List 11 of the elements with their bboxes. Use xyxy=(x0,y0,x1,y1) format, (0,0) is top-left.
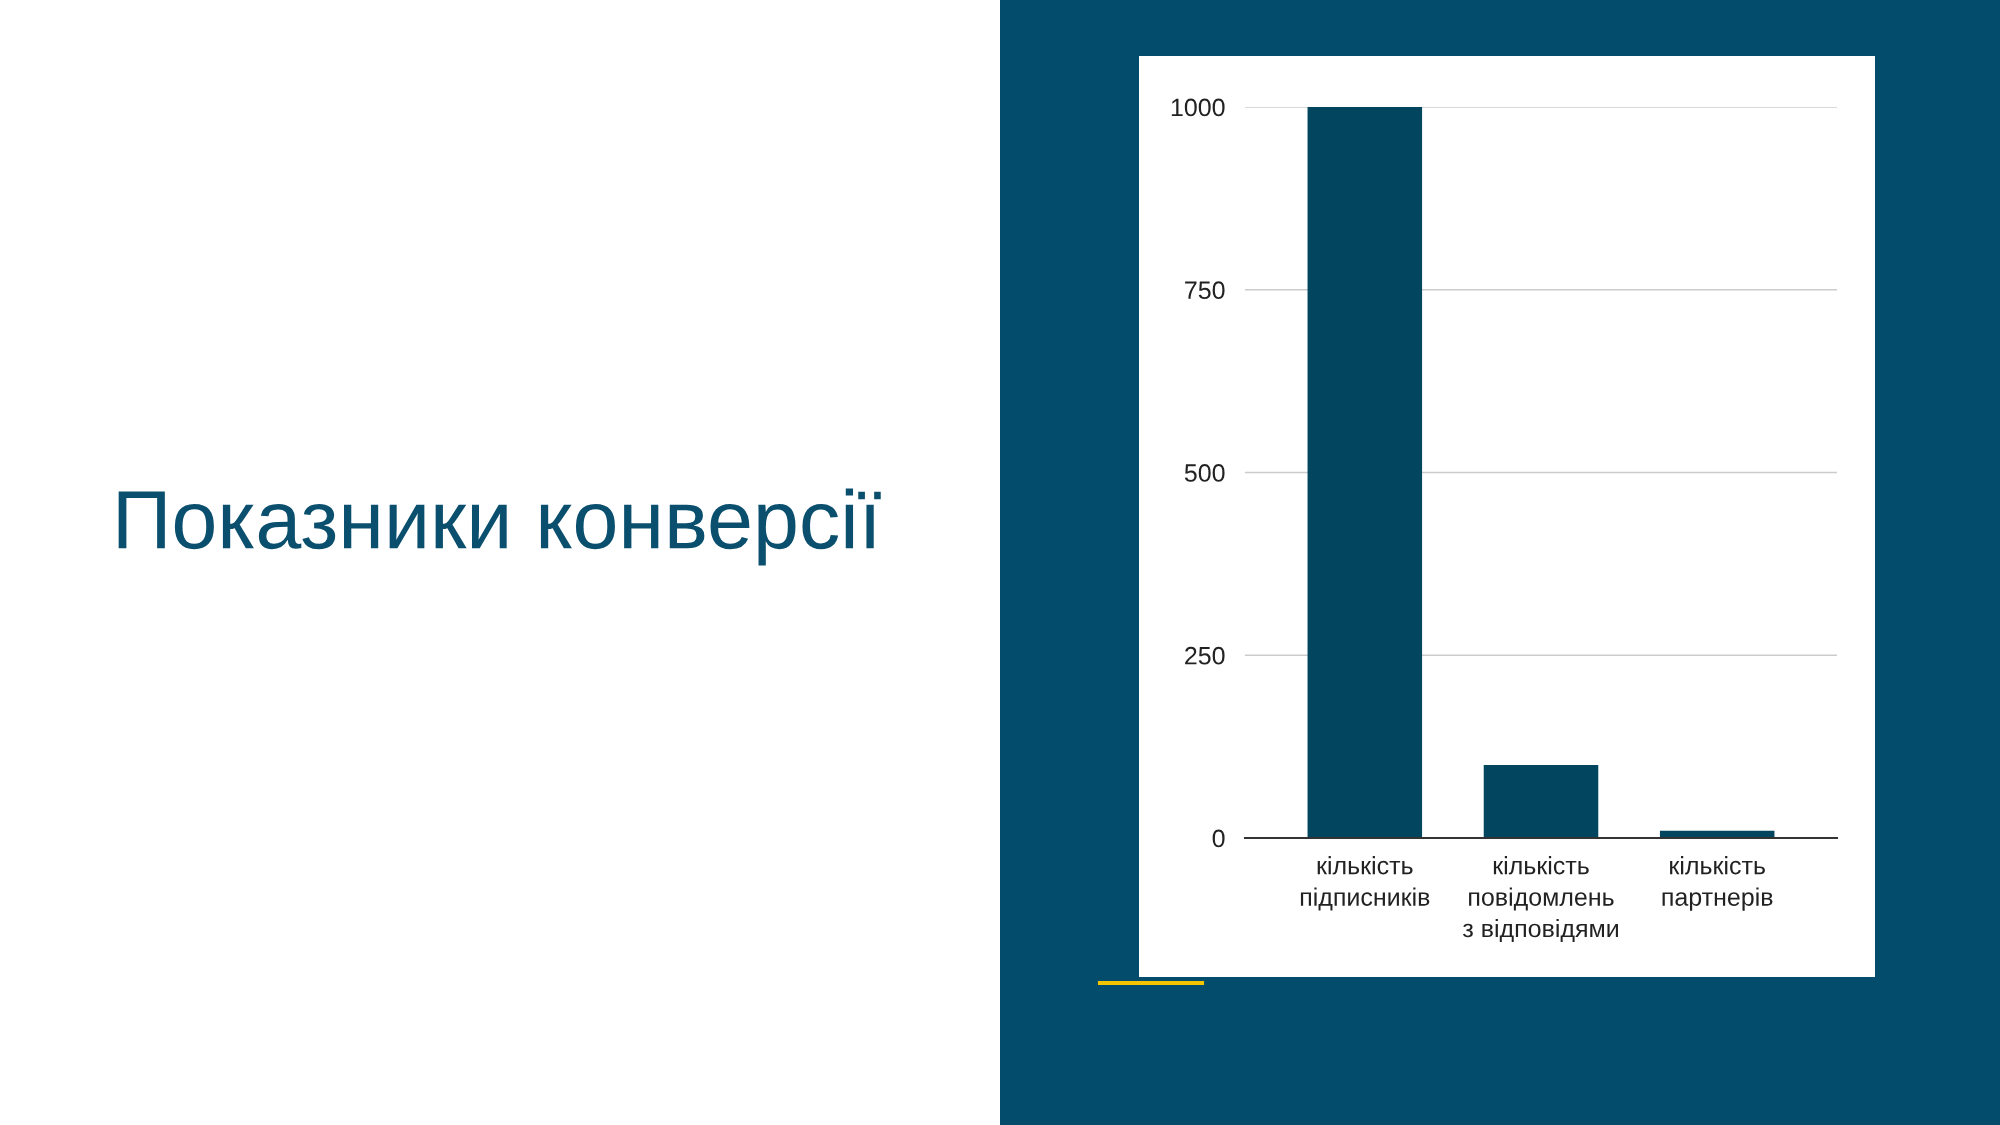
y-tick-label: 750 xyxy=(1185,281,1225,300)
bar xyxy=(1307,107,1423,838)
y-tick-label: 250 xyxy=(1185,646,1225,665)
x-tick-label: кількість партнерів xyxy=(1662,856,1773,911)
y-tick-label: 500 xyxy=(1184,464,1225,482)
y-tick-label: 0 xyxy=(1212,829,1225,848)
x-tick-label: кількість повідомлень з відповідями xyxy=(1462,856,1618,943)
bar xyxy=(1483,764,1599,838)
x-tick-label: кількість підписників xyxy=(1300,856,1430,911)
text: Показники конверсії xyxy=(118,488,881,566)
y-tick-label: 1000 xyxy=(1171,98,1225,117)
